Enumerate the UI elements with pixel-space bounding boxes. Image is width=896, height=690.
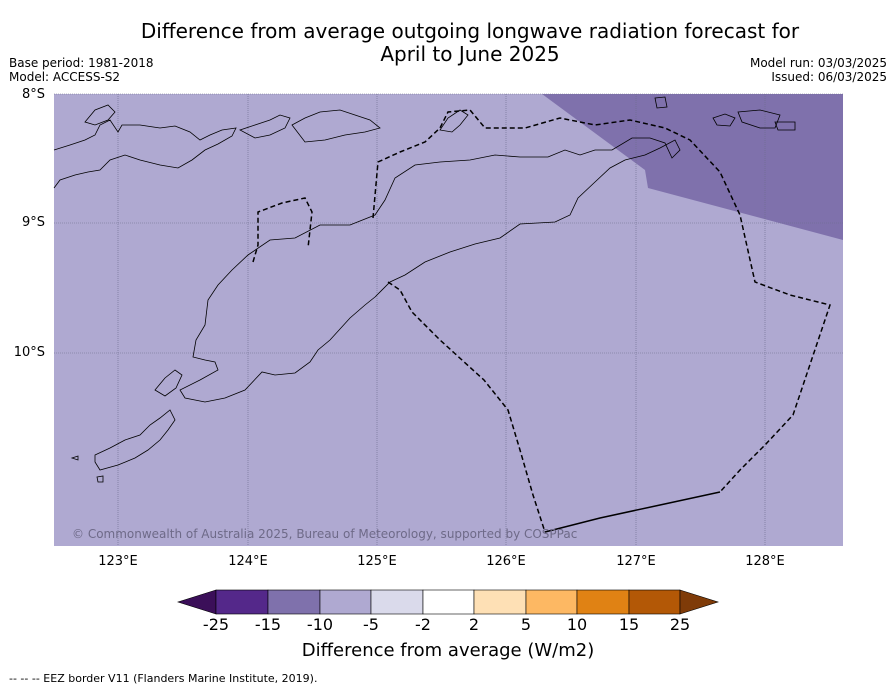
colorbar-tick-label: 5: [520, 615, 532, 634]
colorbar-bin-5: [473, 589, 527, 615]
lat-label-10s: 10°S: [13, 345, 45, 360]
rote-coastline: [94, 409, 176, 471]
meta-right: Model run: 03/03/2025 Issued: 06/03/2025: [750, 56, 887, 84]
eez-south-boundary: [387, 281, 546, 533]
island-north-3: [291, 109, 381, 143]
colorbar-tick-label: -15: [254, 615, 282, 634]
colorbar-bin-1: [267, 589, 321, 615]
coastlines: [53, 96, 796, 483]
title-line-1: Difference from average outgoing longwav…: [140, 19, 800, 43]
colorbar-bin-3: [370, 589, 424, 615]
eez-southeast-solid: [544, 491, 721, 533]
graticule: [54, 93, 843, 546]
islet-sw-2: [96, 475, 104, 483]
lat-label-8s: 8°S: [21, 87, 45, 102]
eez-borders: [252, 109, 831, 533]
colorbar-bin-2: [319, 589, 372, 615]
lon-label-125e: 125°E: [357, 554, 397, 569]
meta-left: Base period: 1981-2018 Model: ACCESS-S2: [9, 56, 154, 84]
island-north-2: [238, 114, 291, 139]
lon-label-123e: 123°E: [98, 554, 138, 569]
model-name: Model: ACCESS-S2: [9, 70, 121, 84]
colorbar-tick-label: 10: [566, 615, 588, 634]
lon-label-126e: 126°E: [486, 554, 526, 569]
copyright-notice: © Commonwealth of Australia 2025, Bureau…: [72, 527, 578, 541]
colorbar-tick-label: -25: [202, 615, 230, 634]
colorbar: [177, 589, 719, 615]
northeast-anomaly-region: [542, 94, 843, 240]
colorbar-tick-label: -10: [306, 615, 334, 634]
island-ne-1: [654, 96, 668, 109]
semau-coastline: [154, 369, 183, 397]
model-run: Model run: 03/03/2025: [749, 56, 887, 70]
colorbar-tick-label: 15: [618, 615, 640, 634]
colorbar-bin-8: [628, 589, 681, 615]
lat-label-9s: 9°S: [21, 215, 45, 230]
title-line-2: April to June 2025: [380, 42, 560, 66]
islet-sw-1: [70, 455, 79, 461]
lon-label-127e: 127°E: [616, 554, 656, 569]
base-period: Base period: 1981-2018: [9, 56, 154, 70]
colorbar-bin-0: [215, 589, 269, 615]
colorbar-bin-6: [525, 589, 578, 615]
colorbar-tick-label: 2: [468, 615, 480, 634]
island-ne-4: [774, 121, 796, 131]
alor-solor-coastline: [53, 119, 237, 189]
eez-west-enclave: [252, 197, 313, 263]
map-title: Difference from average outgoing longwav…: [100, 20, 840, 66]
issued-date: Issued: 06/03/2025: [771, 70, 887, 84]
eez-north-boundary: [372, 109, 831, 493]
eez-footnote: -- -- -- EEZ border V11 (Flanders Marine…: [9, 672, 318, 685]
colorbar-bin-7: [576, 589, 630, 615]
colorbar-title: Difference from average (W/m2): [301, 640, 595, 661]
island-north-1: [84, 104, 116, 126]
timor-coastline: [179, 137, 681, 403]
colorbar-tick-label: -2: [415, 615, 431, 634]
lon-label-128e: 128°E: [745, 554, 785, 569]
lon-label-124e: 124°E: [228, 554, 268, 569]
colorbar-tick-label: -5: [363, 615, 379, 634]
wetar-coastline: [439, 109, 469, 133]
colorbar-tick-label: 25: [669, 615, 691, 634]
colorbar-max-extension: [679, 589, 719, 615]
colorbar-min-extension: [177, 589, 217, 615]
island-ne-2: [712, 113, 736, 127]
island-ne-3: [737, 109, 781, 129]
colorbar-bin-4: [422, 589, 475, 615]
